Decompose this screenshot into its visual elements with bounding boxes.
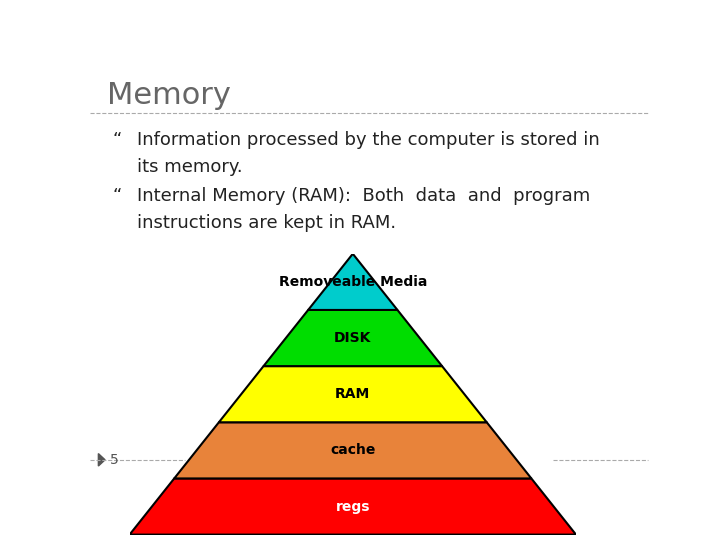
Text: instructions are kept in RAM.: instructions are kept in RAM. (138, 214, 397, 233)
Text: “: “ (112, 131, 122, 150)
Text: Memory: Memory (107, 82, 230, 111)
Text: Internal Memory (RAM):  Both  data  and  program: Internal Memory (RAM): Both data and pro… (138, 187, 590, 205)
Text: regs: regs (336, 500, 370, 514)
Text: cache: cache (330, 443, 376, 457)
Text: Information processed by the computer is stored in: Information processed by the computer is… (138, 131, 600, 150)
Polygon shape (174, 422, 531, 478)
Polygon shape (308, 254, 397, 310)
Text: RAM: RAM (336, 387, 370, 401)
Text: DISK: DISK (334, 331, 372, 345)
Polygon shape (130, 478, 576, 535)
Text: its memory.: its memory. (138, 158, 243, 177)
Polygon shape (264, 310, 442, 366)
Polygon shape (219, 366, 487, 422)
Text: 5: 5 (109, 453, 118, 467)
Text: “: “ (112, 187, 122, 205)
Text: Removeable Media: Removeable Media (279, 275, 427, 289)
Polygon shape (99, 454, 105, 466)
